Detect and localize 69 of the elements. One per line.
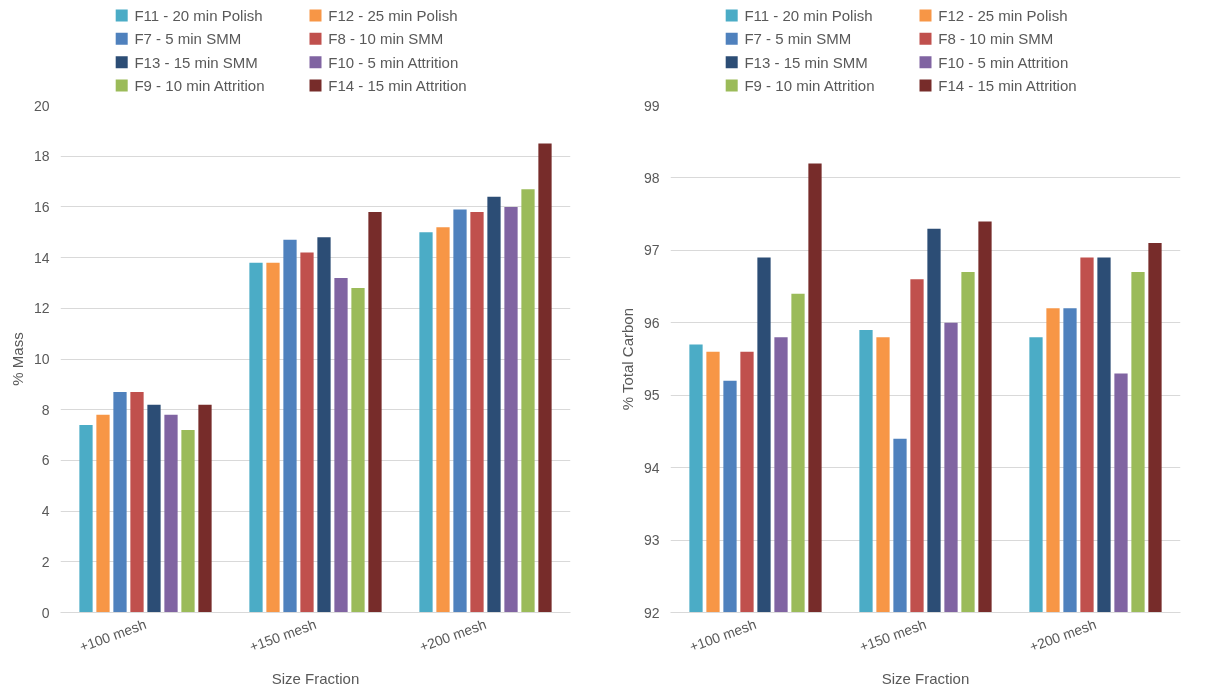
bar <box>130 391 144 613</box>
y-tick-label: 14 <box>33 249 50 266</box>
bar <box>504 206 518 613</box>
y-tick-label: 98 <box>643 169 660 186</box>
y-tick-label: 16 <box>33 198 50 215</box>
y-tick-label: 4 <box>41 503 50 520</box>
bar <box>436 227 450 613</box>
bar <box>538 143 552 613</box>
y-tick-label: 12 <box>33 300 50 317</box>
legend-label: F11 - 20 min Polish <box>744 7 873 24</box>
legend-label: F14 - 15 min Attrition <box>328 77 467 94</box>
bar <box>249 262 263 613</box>
y-tick-label: 8 <box>41 401 50 418</box>
legend-label: F12 - 25 min Polish <box>328 7 458 24</box>
legend-label: F10 - 5 min Attrition <box>938 53 1069 71</box>
y-tick-label: 18 <box>33 148 50 165</box>
bar <box>521 189 535 613</box>
x-axis-title: Size Fraction <box>881 670 970 688</box>
bar <box>300 252 314 613</box>
y-axis-title: % Total Carbon <box>618 307 636 411</box>
bar <box>113 391 127 613</box>
legend-label: F7 - 5 min SMM <box>744 30 852 48</box>
bar <box>96 414 110 613</box>
bar <box>164 414 178 613</box>
bar <box>317 237 331 613</box>
legend-label: F12 - 25 min Polish <box>938 7 1068 24</box>
legend-label: F9 - 10 min Attrition <box>744 77 875 94</box>
y-tick-label: 96 <box>643 314 660 331</box>
y-tick-label: 10 <box>33 351 50 367</box>
legend-label: F9 - 10 min Attrition <box>134 77 265 94</box>
y-tick-label: 95 <box>643 387 660 404</box>
bar <box>453 209 467 613</box>
bar <box>351 288 365 613</box>
bar <box>147 404 161 613</box>
legend-label: F10 - 5 min Attrition <box>328 53 459 71</box>
y-tick-label: 94 <box>643 459 660 476</box>
legend-label: F14 - 15 min Attrition <box>938 77 1077 94</box>
bar <box>487 196 501 613</box>
y-tick-label: 93 <box>643 532 660 549</box>
bar <box>283 239 297 613</box>
y-tick-label: 2 <box>41 553 50 570</box>
legend-label: F8 - 10 min SMM <box>938 30 1054 48</box>
legend-label: F13 - 15 min SMM <box>134 53 258 71</box>
x-tick-label: +150 mesh <box>247 615 319 655</box>
y-tick-label: 99 <box>643 97 660 114</box>
bar <box>419 232 433 613</box>
bar <box>470 211 484 613</box>
legend-label: F7 - 5 min SMM <box>134 30 242 48</box>
bar <box>79 424 93 613</box>
x-tick-label: +200 mesh <box>1027 615 1099 655</box>
bar <box>181 429 195 613</box>
x-tick-label: +150 mesh <box>857 615 929 655</box>
legend-label: F11 - 20 min Polish <box>134 7 263 24</box>
legend-label: F8 - 10 min SMM <box>328 30 444 48</box>
legend-label: F13 - 15 min SMM <box>744 53 868 71</box>
y-tick-label: 92 <box>643 604 660 621</box>
y-tick-label: 0 <box>41 604 50 621</box>
bar <box>266 262 280 613</box>
x-axis-title: Size Fraction <box>271 670 360 688</box>
bar <box>368 211 382 613</box>
y-axis-title: % Mass <box>8 332 26 386</box>
y-tick-label: 20 <box>33 97 50 114</box>
x-tick-label: +100 mesh <box>687 615 759 655</box>
y-tick-label: 6 <box>41 452 50 469</box>
y-tick-label: 97 <box>643 242 660 259</box>
bar <box>334 277 348 613</box>
bar <box>198 404 212 613</box>
x-tick-label: +200 mesh <box>417 615 489 655</box>
x-tick-label: +100 mesh <box>77 615 149 655</box>
